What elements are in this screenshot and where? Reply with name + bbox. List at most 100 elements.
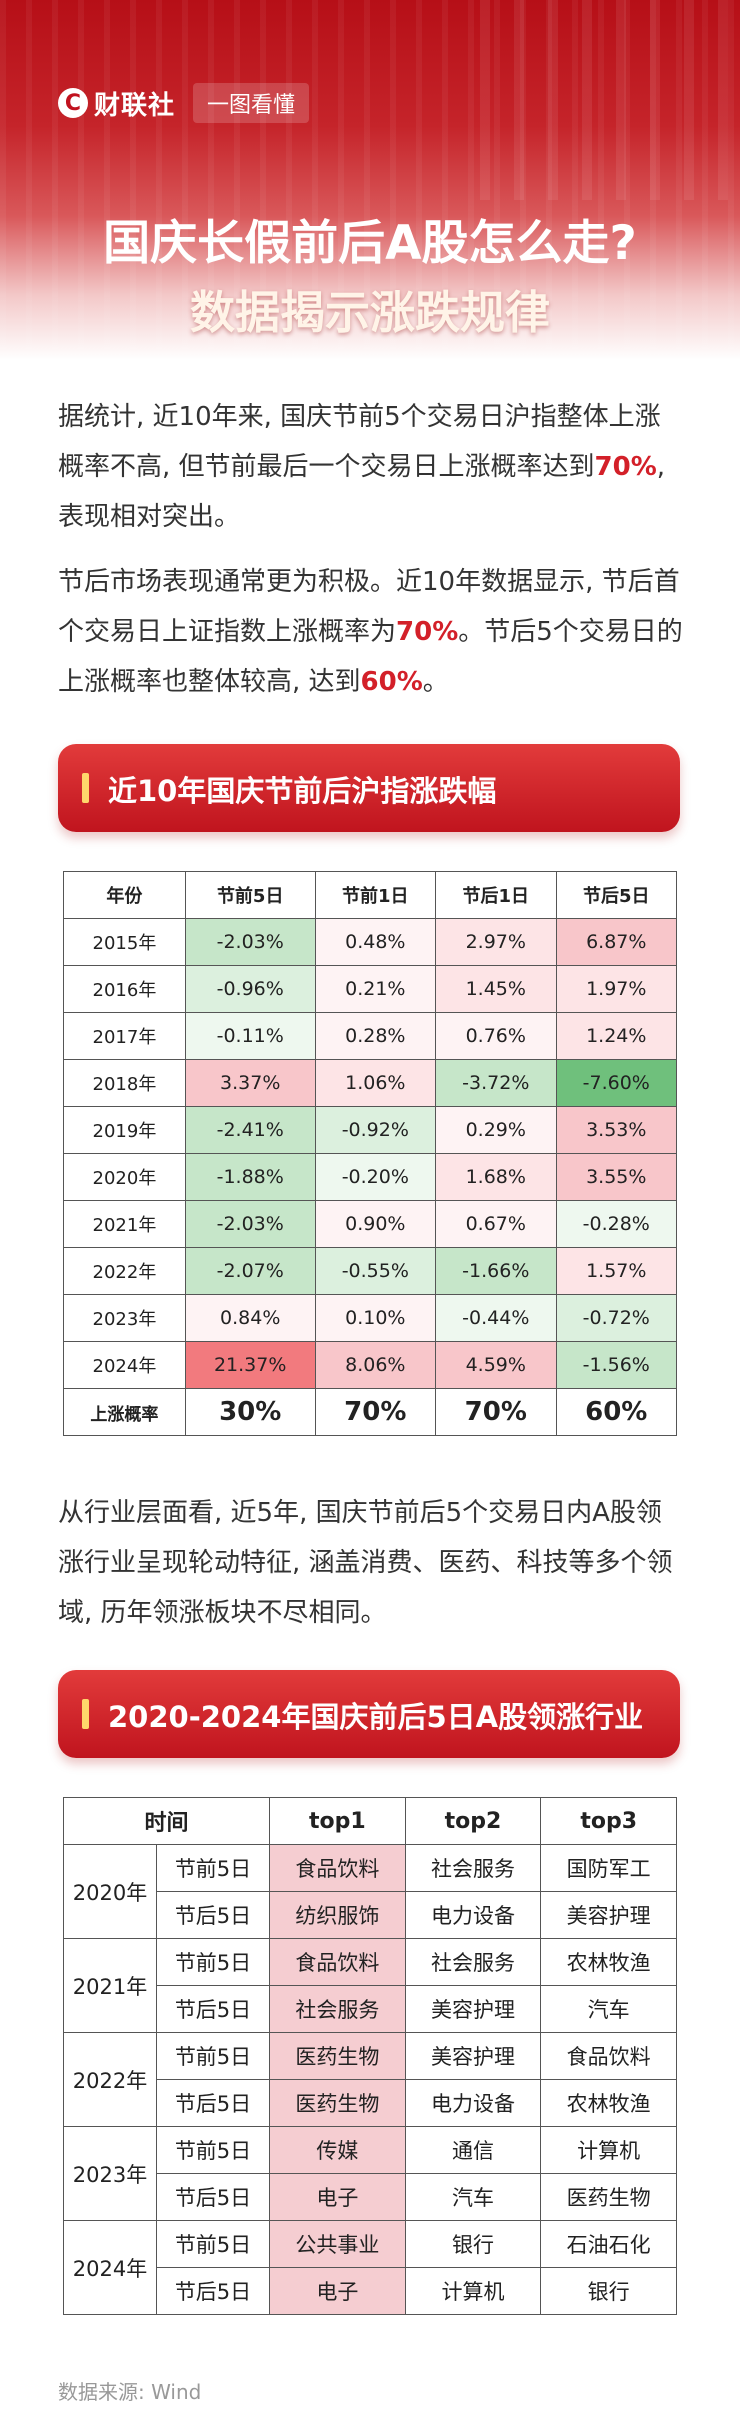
column-header: 节前1日 [314, 871, 437, 919]
probability-cell: 30% [184, 1388, 316, 1436]
table-row: 节后5日 医药生物 电力设备 农林牧渔 [64, 2079, 677, 2127]
change-cell: -0.72% [555, 1294, 677, 1342]
probability-cell: 60% [555, 1388, 677, 1436]
period-cell: 节后5日 [156, 1985, 270, 2033]
change-cell: 1.97% [555, 965, 677, 1013]
change-cell: -0.28% [555, 1200, 677, 1248]
table-row: 2016年 -0.96% 0.21% 1.45% 1.97% [63, 965, 677, 1013]
period-cell: 节后5日 [156, 1891, 270, 1939]
change-cell: 0.67% [435, 1200, 557, 1248]
change-cell: 0.76% [435, 1012, 557, 1060]
change-cell: -0.11% [184, 1012, 316, 1060]
probability-cell: 70% [435, 1388, 557, 1436]
industry-paragraph: 从行业层面看, 近5年, 国庆节前后5个交易日内A股领涨行业呈现轮动特征, 涵盖… [58, 1498, 673, 1628]
industry-cell: 电子 [269, 2173, 406, 2221]
intro-paragraph-2: 节后市场表现通常更为积极。近10年数据显示, 节后首个交易日上证指数上涨概率为7… [58, 567, 683, 697]
column-header: top2 [404, 1797, 542, 1845]
period-cell: 节后5日 [156, 2079, 270, 2127]
year-cell: 2019年 [63, 1106, 186, 1154]
column-header: 节前5日 [184, 871, 316, 919]
change-cell: -2.03% [184, 918, 316, 966]
change-cell: 0.10% [314, 1294, 437, 1342]
logo-c-icon: C [58, 88, 88, 118]
table-row: 2024年 节前5日 公共事业 银行 石油石化 [63, 2220, 677, 2315]
logo-text: 财联社 [94, 90, 176, 121]
industry-cell: 农林牧渔 [540, 2079, 677, 2127]
industry-cell: 公共事业 [269, 2220, 406, 2268]
period-cell: 节前5日 [156, 2032, 270, 2080]
change-cell: 1.57% [555, 1247, 677, 1295]
year-cell: 2020年 [63, 1844, 157, 1939]
column-header: 年份 [63, 871, 186, 919]
probability-cell: 70% [314, 1388, 437, 1436]
change-cell: 1.06% [314, 1059, 437, 1107]
table-row: 2021年 -2.03% 0.90% 0.67% -0.28% [63, 1200, 677, 1248]
industry-cell: 纺织服饰 [269, 1891, 406, 1939]
year-cell: 2021年 [63, 1200, 186, 1248]
year-cell: 2024年 [63, 2220, 157, 2315]
section-title: 2020-2024年国庆前后5日A股领涨行业 [108, 1700, 644, 1734]
change-cell: 0.48% [314, 918, 437, 966]
industry-cell: 医药生物 [269, 2032, 406, 2080]
page-subtitle: 数据揭示涨跌规律 [189, 286, 550, 339]
table-row: 2021年 节前5日 食品饮料 社会服务 农林牧渔 [63, 1938, 677, 2033]
change-cell: 0.84% [184, 1294, 316, 1342]
industry-cell: 计算机 [404, 2267, 542, 2315]
period-cell: 节前5日 [156, 2220, 270, 2268]
period-cell: 节后5日 [156, 2267, 270, 2315]
section-banner-index: 近10年国庆节前后沪指涨跌幅 [58, 744, 680, 832]
table-row: 节后5日 电子 计算机 银行 [64, 2267, 677, 2315]
change-cell: 3.37% [184, 1059, 316, 1107]
change-cell: 4.59% [435, 1341, 557, 1389]
change-cell: -0.20% [314, 1153, 437, 1201]
year-cell: 2021年 [63, 1938, 157, 2033]
table-row: 2017年 -0.11% 0.28% 0.76% 1.24% [63, 1012, 677, 1060]
table-header-row: 年份 节前5日 节前1日 节后1日 节后5日 [63, 871, 677, 919]
change-cell: -7.60% [555, 1059, 677, 1107]
column-header: 节后1日 [435, 871, 557, 919]
table-header-row: 时间 top1 top2 top3 [63, 1797, 677, 1845]
table-row: 2022年 -2.07% -0.55% -1.66% 1.57% [63, 1247, 677, 1295]
industry-cell: 美容护理 [404, 2032, 542, 2080]
change-cell: 3.55% [555, 1153, 677, 1201]
intro-paragraph-1: 据统计, 近10年来, 国庆节前5个交易日沪指整体上涨概率不高, 但节前最后一个… [58, 402, 666, 532]
industry-cell: 社会服务 [269, 1985, 406, 2033]
industry-cell: 电力设备 [404, 1891, 542, 1939]
year-cell: 2023年 [63, 2126, 157, 2221]
industry-cell: 食品饮料 [540, 2032, 677, 2080]
year-cell: 2022年 [63, 2032, 157, 2127]
change-cell: 0.21% [314, 965, 437, 1013]
change-cell: 6.87% [555, 918, 677, 966]
column-tag: 一图看懂 [193, 83, 310, 123]
change-cell: 0.28% [314, 1012, 437, 1060]
industry-cell: 食品饮料 [269, 1938, 406, 1986]
table-row: 2020年 -1.88% -0.20% 1.68% 3.55% [63, 1153, 677, 1201]
year-cell: 2015年 [63, 918, 186, 966]
change-cell: -0.96% [184, 965, 316, 1013]
change-cell: 1.24% [555, 1012, 677, 1060]
industry-cell: 通信 [404, 2126, 542, 2174]
banner-accent [82, 773, 89, 803]
table-row: 2019年 -2.41% -0.92% 0.29% 3.53% [63, 1106, 677, 1154]
industry-cell: 美容护理 [540, 1891, 677, 1939]
change-cell: 0.90% [314, 1200, 437, 1248]
column-header: top3 [540, 1797, 677, 1845]
change-cell: -2.41% [184, 1106, 316, 1154]
industry-cell: 银行 [540, 2267, 677, 2315]
year-cell: 2016年 [63, 965, 186, 1013]
change-cell: -0.44% [435, 1294, 557, 1342]
year-cell: 2020年 [63, 1153, 186, 1201]
section-banner-industry: 2020-2024年国庆前后5日A股领涨行业 [58, 1670, 680, 1758]
change-cell: 2.97% [435, 918, 557, 966]
banner-accent [82, 1699, 89, 1729]
highlight-value: 70% [594, 452, 657, 482]
page-title: 国庆长假前后A股怎么走? [103, 216, 637, 271]
leading-industry-table: 时间 top1 top2 top3 2020年 节前5日 食品饮料 社会服务 国防军工 节后5日纺… [63, 1797, 677, 2315]
column-header: 节后5日 [555, 871, 677, 919]
industry-cell: 电子 [269, 2267, 406, 2315]
year-cell: 2018年 [63, 1059, 186, 1107]
table-row: 节后5日 纺织服饰 电力设备 美容护理 [64, 1891, 677, 1939]
industry-cell: 农林牧渔 [540, 1938, 677, 1986]
industry-cell: 食品饮料 [269, 1844, 406, 1892]
